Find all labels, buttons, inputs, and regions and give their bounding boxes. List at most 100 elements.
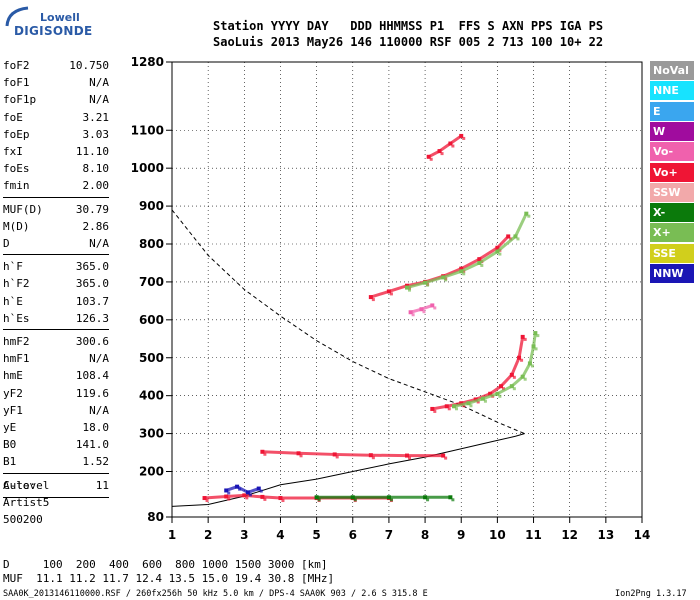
data-point: [411, 313, 415, 317]
param-name: yE: [3, 421, 17, 434]
param-name: C-level: [3, 478, 50, 492]
data-point: [498, 252, 502, 256]
param-value: 8.10: [82, 162, 110, 176]
data-point: [281, 499, 285, 503]
legend-item: NoVal: [650, 61, 694, 80]
param-value: 18.0: [82, 421, 110, 434]
data-point: [498, 394, 502, 398]
x-tick-label: 7: [385, 528, 393, 542]
param-name: yF2: [3, 386, 23, 400]
param-value: 2.00: [82, 179, 110, 193]
param-value: N/A: [89, 76, 109, 90]
data-point: [451, 498, 455, 502]
param-row: D N/A: [3, 235, 109, 253]
auto-artist: Artist5: [3, 496, 50, 509]
param-row: C-level 11: [3, 477, 109, 495]
x-tick-label: 14: [634, 528, 651, 542]
x-tick-label: 13: [597, 528, 614, 542]
param-separator: [3, 496, 109, 498]
legend-item: NNW: [650, 264, 694, 283]
x-tick-label: 3: [240, 528, 248, 542]
data-point: [389, 498, 393, 502]
param-row: foF1p N/A: [3, 91, 109, 109]
data-point: [512, 375, 516, 379]
data-point: [299, 454, 303, 458]
param-row: yF2 119.6: [3, 385, 109, 403]
param-name: foF1p: [3, 93, 37, 107]
data-point: [227, 497, 231, 501]
auto-code: 500200: [3, 513, 43, 526]
param-value: 1.52: [82, 455, 110, 469]
param-name: fxI: [3, 145, 23, 158]
x-tick-label: 9: [457, 528, 465, 542]
data-point: [263, 497, 267, 501]
y-tick-label: 300: [139, 427, 164, 441]
auto-label: Auto:: [3, 479, 37, 492]
param-row: h`Es 126.3: [3, 310, 109, 328]
param-name: foEp: [3, 127, 30, 141]
data-point: [259, 489, 263, 493]
legend-item: E: [650, 101, 694, 121]
data-point: [440, 152, 444, 156]
param-separator: [3, 254, 109, 256]
trace-line: [410, 304, 433, 314]
data-point: [520, 358, 524, 362]
param-row: h`F 365.0: [3, 258, 109, 276]
data-point: [371, 456, 375, 460]
param-value: 108.4: [75, 369, 109, 383]
electron-density-profile: [171, 433, 525, 507]
y-tick-label: 1100: [131, 123, 164, 137]
param-row: foE 3.21: [3, 109, 109, 127]
param-name: foF2: [3, 59, 30, 72]
data-point: [462, 272, 466, 276]
data-point: [433, 306, 437, 310]
x-tick-label: 11: [525, 528, 542, 542]
data-point: [408, 456, 411, 460]
x-tick-label: 8: [421, 528, 429, 542]
virtual-height-curve: [171, 209, 525, 435]
param-row: M(D) 2.86: [3, 218, 109, 236]
data-point: [426, 498, 430, 502]
y-tick-label: 400: [139, 389, 164, 403]
y-tick-label: 80: [147, 510, 164, 524]
param-row: fmin 2.00: [3, 177, 109, 195]
trace-line: [427, 134, 463, 159]
data-point: [317, 498, 321, 502]
data-point: [527, 214, 531, 218]
param-separator: [3, 196, 109, 198]
param-row: fxI 11.10: [3, 143, 109, 161]
legend-item: Vo-: [650, 142, 694, 162]
param-name: hmF1: [3, 352, 30, 366]
trace-line: [262, 450, 444, 458]
x-tick-label: 10: [489, 528, 506, 542]
param-row: hmE 108.4: [3, 367, 109, 385]
param-name: D: [3, 237, 10, 250]
y-tick-label: 500: [139, 351, 164, 365]
param-value: 11: [95, 478, 109, 492]
data-point: [205, 499, 209, 503]
data-point: [245, 496, 249, 500]
param-value: 3.21: [82, 110, 110, 124]
data-point: [263, 452, 267, 456]
param-row: h`E 103.7: [3, 293, 109, 311]
legend-item: X-: [650, 203, 694, 223]
trace-line: [406, 213, 528, 290]
param-row: yF1 N/A: [3, 402, 109, 420]
param-value: 30.79: [75, 202, 109, 216]
data-point: [480, 263, 484, 267]
param-name: h`Es: [3, 311, 30, 325]
y-tick-label: 900: [139, 199, 164, 213]
param-value: 119.6: [75, 386, 109, 400]
y-tick-label: 1280: [131, 55, 164, 69]
data-point: [523, 337, 527, 341]
param-row: h`F2 365.0: [3, 275, 109, 293]
param-value: 3.03: [82, 127, 110, 141]
param-row: hmF1 N/A: [3, 350, 109, 368]
data-point: [483, 399, 487, 403]
data-point: [476, 400, 480, 404]
param-name: MUF(D): [3, 202, 43, 216]
data-point: [516, 237, 520, 241]
data-point: [422, 310, 426, 314]
x-tick-label: 6: [349, 528, 357, 542]
logo-digisonde-text: DIGISONDE: [14, 24, 93, 38]
